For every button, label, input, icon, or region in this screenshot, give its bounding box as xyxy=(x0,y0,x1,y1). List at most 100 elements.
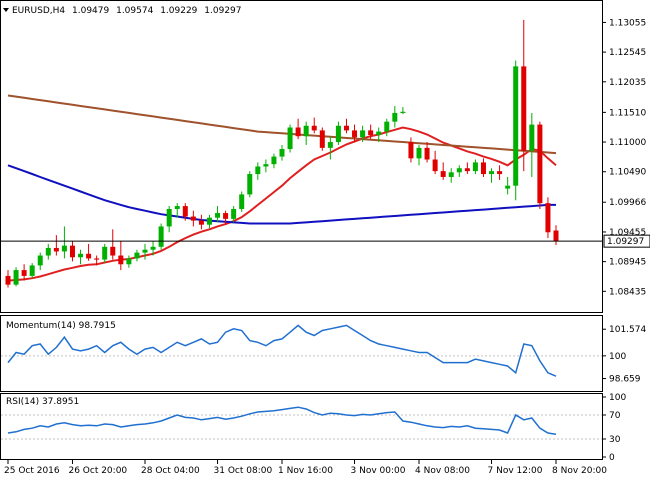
momentum-tick-label: 101.574 xyxy=(609,325,646,335)
candle-body xyxy=(271,156,277,165)
price-header: EURUSD,H4 1.09479 1.09574 1.09229 1.0929… xyxy=(12,6,242,16)
candle-body xyxy=(505,185,511,189)
candle xyxy=(134,249,140,262)
candle-body xyxy=(158,226,164,247)
candle-body xyxy=(198,220,204,225)
candle-body xyxy=(545,203,551,233)
candle-body xyxy=(529,124,535,151)
candle-body xyxy=(384,121,390,132)
momentum-tick-label: 100 xyxy=(609,352,626,362)
high-value: 1.09574 xyxy=(116,6,153,16)
candle xyxy=(198,214,204,230)
candle xyxy=(416,144,422,166)
time-axis: 25 Oct 2016 26 Oct 20:00 28 Oct 04:00 31 Oc… xyxy=(4,460,607,476)
time-tick-label: 3 Nov 00:00 xyxy=(351,466,406,476)
candle xyxy=(206,214,212,229)
price-tick-label: 1.09455 xyxy=(609,228,646,238)
candle xyxy=(118,240,124,271)
current-price-label: 1.09297 xyxy=(607,237,644,247)
candle-body xyxy=(392,112,398,122)
candle-body xyxy=(239,194,245,209)
rsi-series-line xyxy=(7,406,557,435)
candle-body xyxy=(343,125,349,131)
candle xyxy=(352,124,358,143)
candle xyxy=(110,229,116,260)
candle xyxy=(13,267,19,287)
current-price-box xyxy=(603,234,650,248)
candle-body xyxy=(424,147,430,160)
candle xyxy=(529,112,535,177)
candle-body xyxy=(166,208,172,227)
candle-body xyxy=(182,206,188,217)
candle xyxy=(158,223,164,250)
candle xyxy=(271,153,277,169)
candle-body xyxy=(408,142,414,159)
candle xyxy=(505,176,511,195)
candle xyxy=(150,240,156,256)
candle-body xyxy=(247,174,253,195)
time-tick-label: 1 Nov 16:00 xyxy=(278,466,333,476)
candle xyxy=(472,159,478,175)
open-value: 1.09479 xyxy=(72,6,109,16)
candle xyxy=(392,105,398,128)
price-tick-label: 1.08945 xyxy=(609,258,646,268)
candle-body xyxy=(295,127,301,137)
candle xyxy=(408,137,414,163)
time-tick-label: 8 Nov 20:00 xyxy=(552,466,607,476)
time-tick-label: 26 Oct 20:00 xyxy=(68,466,127,476)
price-tick-label: 1.10490 xyxy=(609,168,646,178)
candle-body xyxy=(335,125,341,143)
candle xyxy=(497,165,503,180)
candle-body xyxy=(78,253,84,258)
candle-body xyxy=(537,124,543,204)
price-tick-label: 1.12035 xyxy=(609,78,646,88)
candle-body xyxy=(287,127,293,150)
momentum-line xyxy=(7,324,557,377)
candle-body xyxy=(255,166,261,175)
time-tick-label: 28 Oct 04:00 xyxy=(141,466,200,476)
candle xyxy=(94,255,100,266)
candle xyxy=(368,124,374,140)
candle xyxy=(279,144,285,161)
candle-body xyxy=(368,130,374,136)
rsi-tick-label: 100 xyxy=(609,393,626,403)
candle xyxy=(480,158,486,177)
candle-body xyxy=(45,247,51,256)
ma-fast-line xyxy=(7,126,557,282)
candle-body xyxy=(376,131,382,136)
candle-body xyxy=(206,217,212,225)
candle-body xyxy=(53,247,59,252)
candle-body xyxy=(69,245,75,258)
candle xyxy=(432,150,438,175)
candle-body xyxy=(215,213,221,218)
candle xyxy=(335,121,341,145)
candle xyxy=(456,165,462,177)
candle-body xyxy=(94,258,100,260)
candle-body xyxy=(440,171,446,177)
candle-body xyxy=(303,125,309,137)
candle xyxy=(464,162,470,175)
rsi-axis: 100 70 30 0 xyxy=(602,393,626,463)
price-tick-label: 1.09966 xyxy=(609,198,646,208)
collapse-triangle-icon[interactable] xyxy=(3,8,9,12)
candle xyxy=(513,60,519,201)
symbol-label: EURUSD,H4 xyxy=(12,6,65,16)
time-tick-label: 31 Oct 08:00 xyxy=(214,466,273,476)
candle-body xyxy=(513,66,519,186)
candle-body xyxy=(416,147,422,159)
candle-body xyxy=(21,270,27,276)
candle xyxy=(448,168,454,183)
candle xyxy=(327,136,333,160)
momentum-axis: 101.574 100 98.659 xyxy=(602,325,646,385)
candle xyxy=(86,243,92,261)
candle-body xyxy=(13,270,19,285)
candle xyxy=(45,243,51,260)
price-tick-label: 1.11000 xyxy=(609,138,646,148)
candle-body xyxy=(118,255,124,265)
price-tick-label: 1.13055 xyxy=(609,18,646,28)
price-panel xyxy=(0,0,603,313)
candle xyxy=(78,249,84,265)
candle-body xyxy=(279,149,285,157)
candle xyxy=(553,225,559,246)
